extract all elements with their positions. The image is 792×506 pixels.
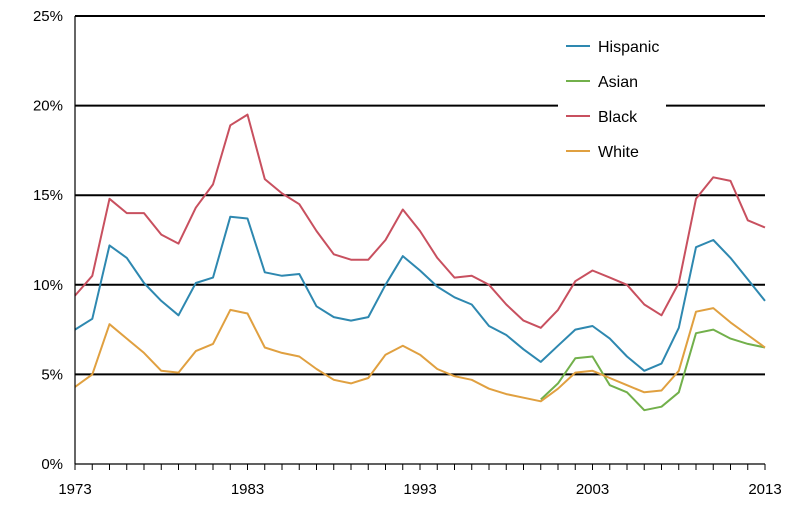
- legend: Hispanic Asian Black White: [558, 28, 666, 168]
- legend-label-hispanic: Hispanic: [598, 39, 659, 56]
- legend-background: [558, 28, 666, 168]
- y-tick-label: 20%: [33, 98, 63, 115]
- y-tick-label: 25%: [33, 8, 63, 25]
- series-line-white: [74, 307, 766, 403]
- x-tick-label: 1983: [231, 481, 264, 498]
- y-tick-label: 0%: [41, 456, 63, 473]
- legend-label-black: Black: [598, 109, 638, 126]
- legend-label-white: White: [598, 144, 639, 161]
- x-tick-label: 2013: [748, 481, 781, 498]
- x-axis-tick-marks: [74, 464, 766, 470]
- x-tick-label: 1973: [58, 481, 91, 498]
- x-axis-tick-labels: 1973 1983 1993 2003 2013: [58, 481, 781, 498]
- x-tick-label: 1993: [403, 481, 436, 498]
- y-tick-label: 10%: [33, 277, 63, 294]
- series-line-asian: [540, 328, 766, 412]
- y-tick-label: 5%: [41, 366, 63, 383]
- series-line-black: [74, 113, 766, 329]
- series-line-hispanic: [74, 215, 766, 372]
- x-tick-label: 2003: [576, 481, 609, 498]
- y-axis-tick-labels: 0% 5% 10% 15% 20% 25%: [33, 8, 63, 473]
- axes: [74, 16, 765, 465]
- series-lines: [74, 113, 766, 412]
- legend-label-asian: Asian: [598, 74, 638, 91]
- y-tick-label: 15%: [33, 187, 63, 204]
